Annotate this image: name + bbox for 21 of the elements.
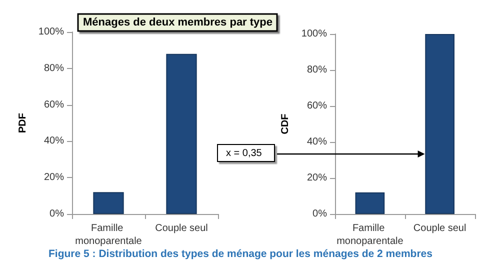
y-axis-title: CDF bbox=[280, 114, 292, 134]
y-tick-label: 60% bbox=[306, 100, 328, 112]
chart-title: Ménages de deux membres par type bbox=[83, 16, 273, 28]
y-tick-label: 0% bbox=[50, 208, 64, 220]
y-tick-label: 20% bbox=[44, 172, 64, 184]
y-tick-label: 40% bbox=[44, 136, 64, 147]
y-tick-label: 0% bbox=[312, 208, 328, 220]
caption: Figure 5 : Distribution des types de ménage pour les ménages de 2 membres bbox=[48, 248, 434, 260]
y-tick-label: 40% bbox=[306, 136, 328, 148]
y-tick-label: 20% bbox=[306, 172, 328, 184]
x-tick-label: Couple seul bbox=[155, 223, 208, 234]
y-tick-label: 100% bbox=[301, 28, 328, 40]
y-tick-label: 80% bbox=[44, 62, 64, 74]
y-tick-label: 80% bbox=[306, 64, 328, 76]
y-axis-title: PDF bbox=[18, 113, 28, 133]
annotation: x = 0,35 bbox=[217, 144, 275, 162]
y-tick-label: 100% bbox=[38, 26, 64, 38]
x-tick-label: Famille monoparentale bbox=[336, 223, 404, 247]
y-tick-label: 60% bbox=[44, 99, 64, 110]
x-tick-label: Famille monoparentale bbox=[75, 223, 142, 247]
x-tick-label: Couple seul bbox=[413, 223, 466, 234]
